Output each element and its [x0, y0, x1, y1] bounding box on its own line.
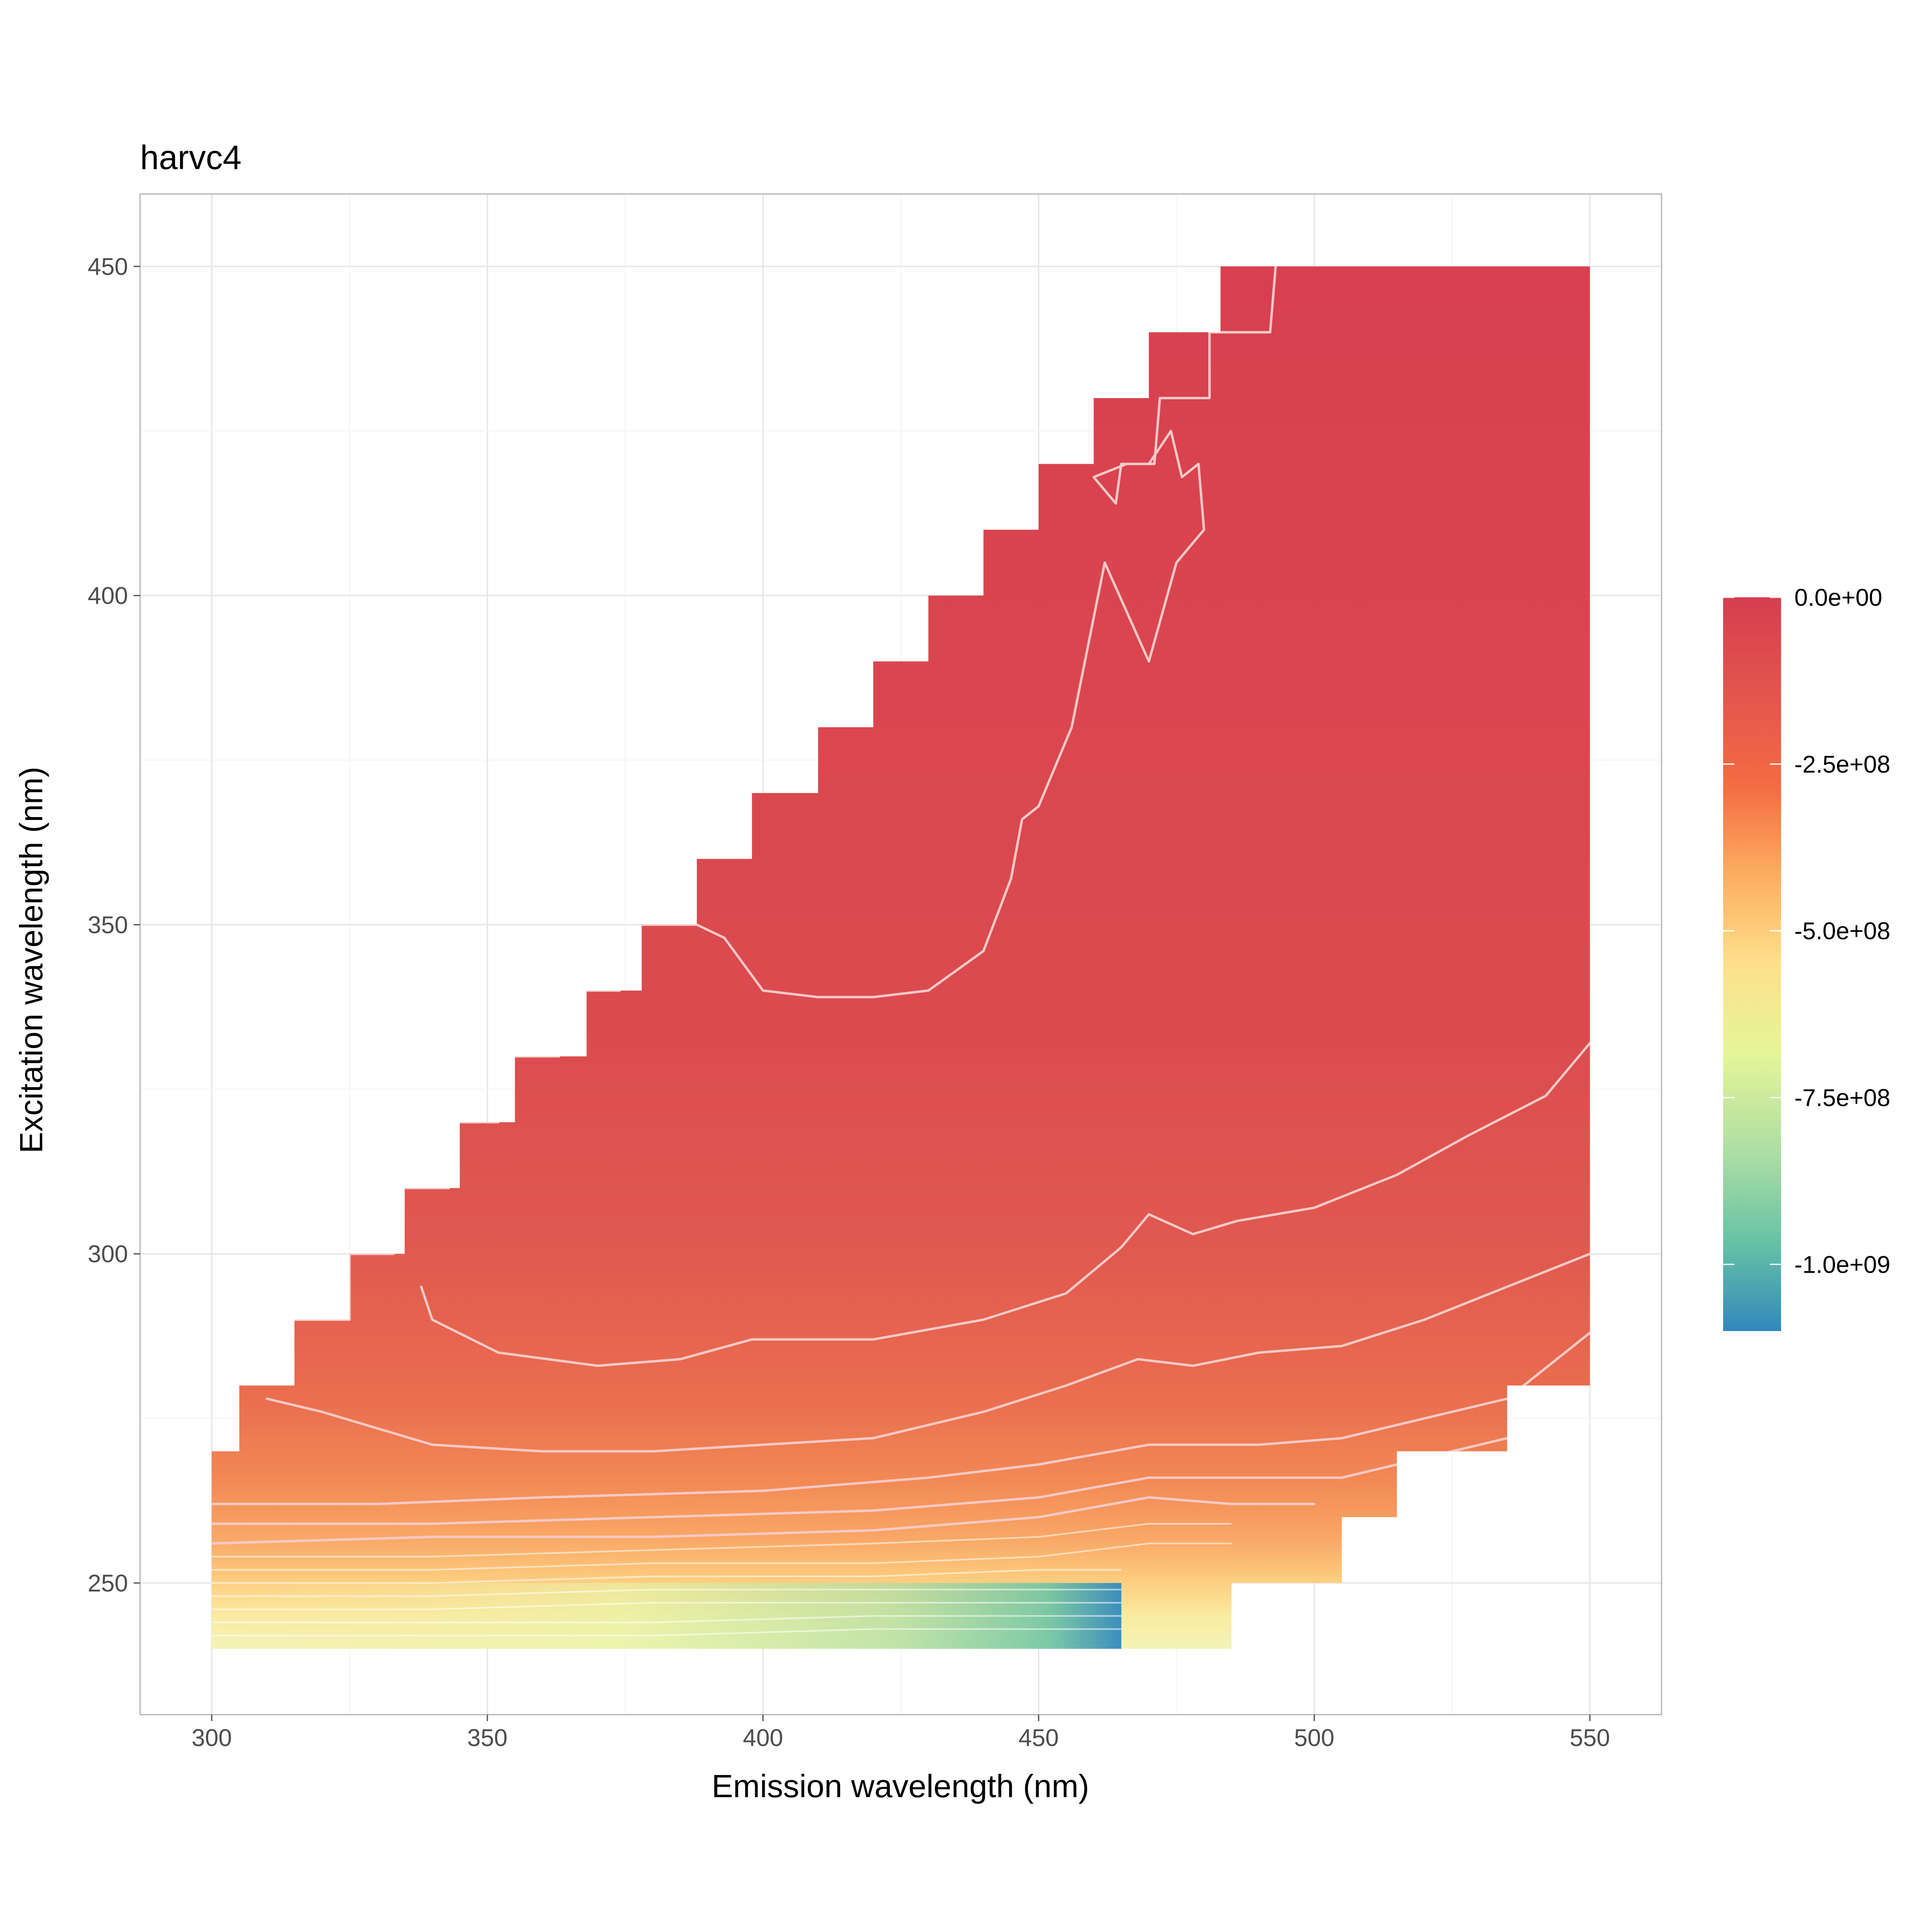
contour-line: [293, 266, 1277, 1321]
contour-line: [212, 1523, 1232, 1558]
x-tick-label: 350: [467, 1724, 508, 1751]
colorbar-tick-label: 0.0e+00: [1794, 584, 1882, 611]
y-axis-ticks: 250 300 350 400 450: [88, 253, 140, 1597]
colorbar-tick-label: -1.0e+09: [1794, 1251, 1891, 1278]
contour-line: [266, 1253, 1590, 1453]
y-axis-title: Excitation wavelength (nm): [13, 767, 49, 1153]
colorbar-tick-label: -5.0e+08: [1794, 918, 1891, 945]
colorbar-legend: 0.0e+00 -2.5e+08 -5.0e+08 -7.5e+08 -1.0e+09: [1723, 584, 1891, 1331]
x-tick-label: 550: [1570, 1724, 1610, 1751]
chart-title: harvc4: [140, 138, 242, 176]
contour-lines: [212, 266, 1590, 1637]
colorbar-tick-label: -7.5e+08: [1794, 1084, 1891, 1111]
contour-line: [212, 1589, 1121, 1597]
contour-line: [212, 1602, 1121, 1610]
x-tick-label: 450: [1018, 1724, 1059, 1751]
colorbar: [1723, 597, 1781, 1331]
colorbar-tick-label: -2.5e+08: [1794, 751, 1891, 778]
x-tick-label: 500: [1294, 1724, 1334, 1751]
contour-line: [212, 1615, 1121, 1623]
x-tick-label: 300: [192, 1724, 232, 1751]
contour-line: [212, 1437, 1509, 1525]
contour-line: [212, 1496, 1316, 1545]
y-tick-label: 350: [88, 911, 128, 938]
contour-line: [212, 1628, 1121, 1637]
contour-line: [420, 1042, 1590, 1367]
x-axis-title: Emission wavelength (nm): [712, 1768, 1089, 1804]
y-tick-label: 250: [88, 1570, 128, 1597]
y-tick-label: 400: [88, 582, 128, 609]
contour-line: [212, 1569, 1121, 1584]
y-tick-label: 300: [88, 1241, 128, 1267]
x-tick-label: 400: [743, 1724, 783, 1751]
contour-line: [212, 1331, 1590, 1505]
y-tick-label: 450: [88, 253, 128, 280]
contour-line: [212, 1542, 1232, 1571]
colorbar-ticks: 0.0e+00 -2.5e+08 -5.0e+08 -7.5e+08 -1.0e+09: [1723, 584, 1891, 1278]
panel-border: [139, 193, 1662, 1715]
x-axis-ticks: 300 350 400 450 500 550: [192, 1715, 1610, 1751]
